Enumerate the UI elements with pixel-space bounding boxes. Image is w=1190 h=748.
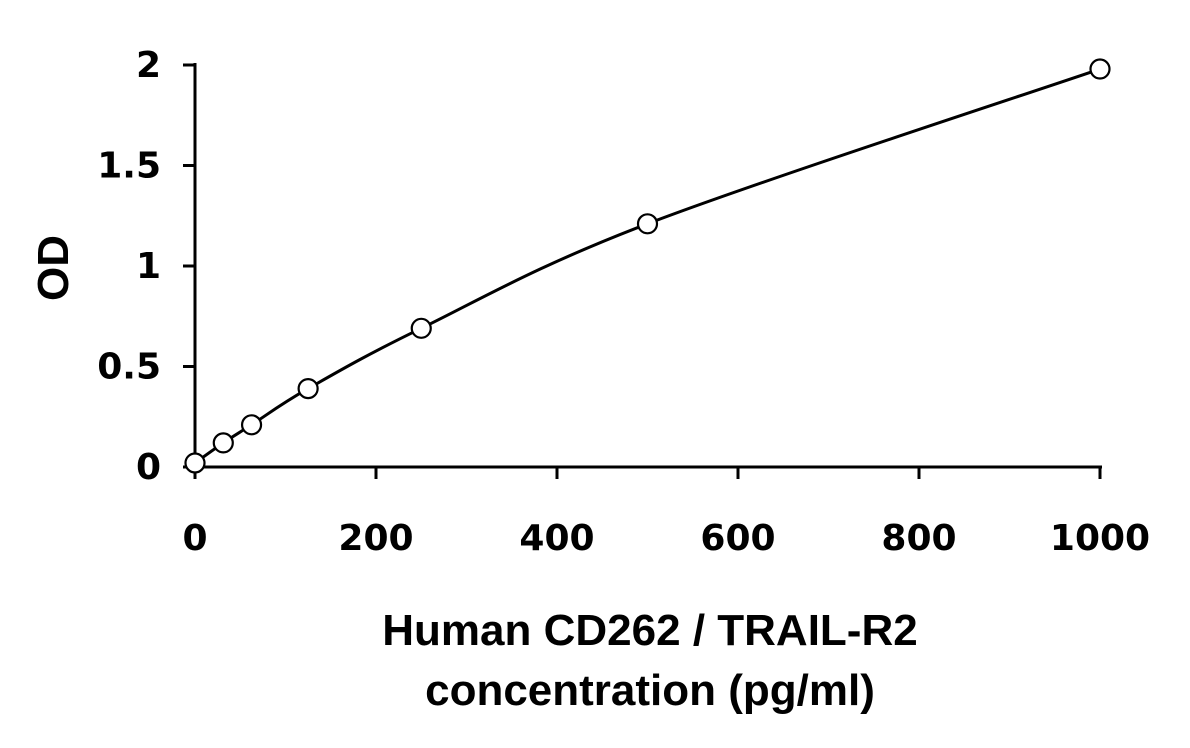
x-tick-label: 200 [338,518,413,559]
data-point [1089,58,1111,80]
data-points [184,58,1111,474]
data-point [410,317,432,339]
y-axis-title: OD [29,235,78,301]
x-tick-label: 800 [881,518,956,559]
y-ticks: 0 0.5 1 1.5 2 [97,45,195,488]
x-axis-title-line-2: concentration (pg/ml) [425,666,875,715]
data-point [297,378,319,400]
data-point [212,432,234,454]
data-point [240,414,263,436]
x-ticks: 0 200 400 600 800 1000 [182,467,1150,559]
y-tick-label: 1.5 [97,146,161,187]
y-tick-label: 0 [136,447,161,488]
x-tick-label: 400 [519,518,594,559]
x-tick-label: 1000 [1050,518,1150,559]
x-tick-label: 600 [700,518,775,559]
y-tick-label: 1 [136,246,161,287]
y-tick-label: 0.5 [97,347,161,388]
x-axis-title-line-1: Human CD262 / TRAIL-R2 [382,606,917,655]
data-point [184,452,206,474]
axes [193,63,1102,469]
fit-curve-line [194,67,1101,465]
y-tick-label: 2 [136,45,161,86]
data-point [636,213,659,235]
x-tick-label: 0 [182,518,207,559]
